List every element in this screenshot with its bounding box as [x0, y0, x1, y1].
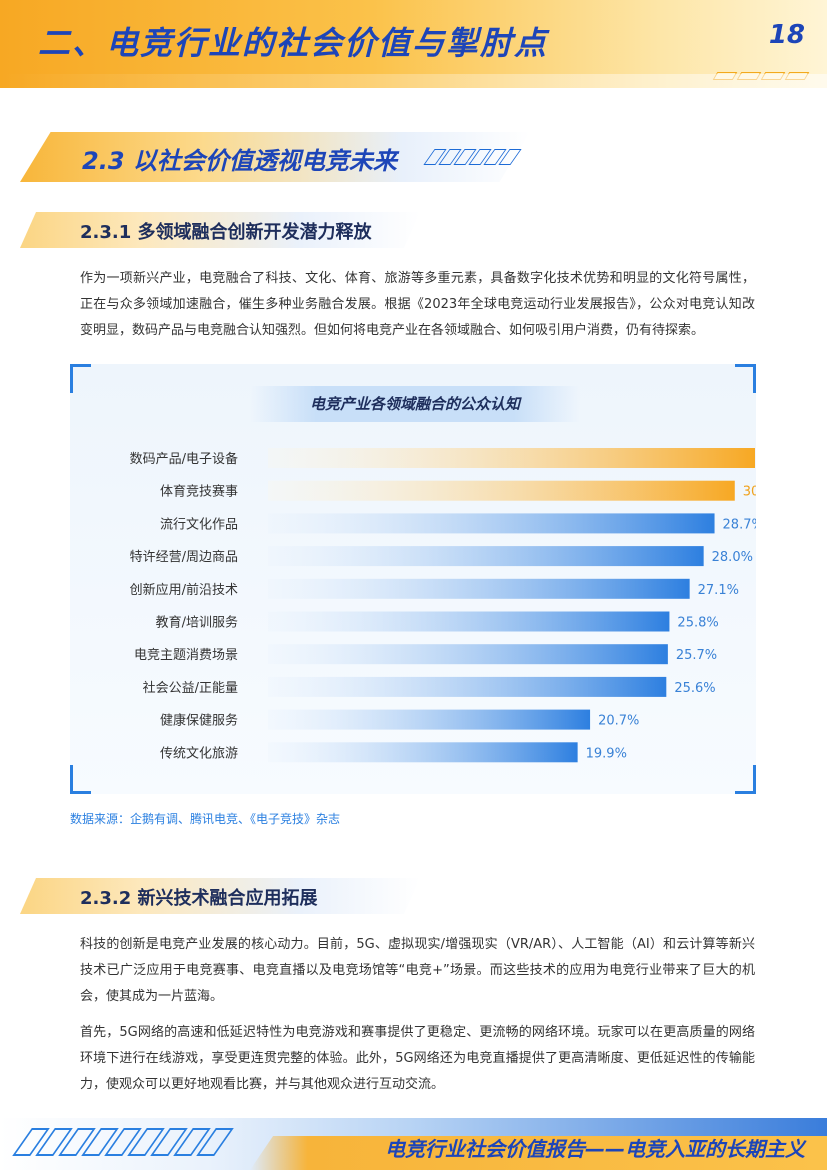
- chart-panel: 电竞产业各领域融合的公众认知 数码产品/电子设备31.3%体育竞技赛事30.0%…: [70, 364, 756, 794]
- value-label: 25.6%: [674, 681, 715, 696]
- value-label: 25.8%: [677, 616, 718, 631]
- body-paragraph: 首先，5G网络的高速和低延迟特性为电竞游戏和赛事提供了更稳定、更流畅的网络环境。…: [80, 1025, 755, 1092]
- category-label: 创新应用/前沿技术: [130, 582, 238, 598]
- category-label: 数码产品/电子设备: [130, 451, 238, 467]
- category-label: 社会公益/正能量: [143, 680, 238, 696]
- subsection-title: 2.3.2 新兴技术融合应用拓展: [80, 888, 318, 909]
- value-label: 28.7%: [723, 517, 756, 532]
- chart-title-band: 电竞产业各领域融合的公众认知: [250, 386, 580, 422]
- body-paragraph: 科技的创新是电竞产业发展的核心动力。目前，5G、虚拟现实/增强现实（VR/AR）…: [80, 937, 755, 1004]
- decorative-stripes: [712, 72, 810, 80]
- bar: [268, 448, 755, 468]
- chapter-title: 二、电竞行业的社会价值与掣肘点: [38, 24, 549, 62]
- bar: [268, 513, 715, 534]
- value-label: 28.0%: [712, 550, 753, 565]
- report-title: 电竞行业社会价值报告——电竞入亚的长期主义: [385, 1137, 805, 1161]
- bar: [268, 709, 591, 730]
- value-label: 30.0%: [743, 485, 756, 500]
- value-label: 25.7%: [676, 648, 717, 663]
- decorative-stripes: [423, 149, 522, 165]
- value-label: 19.9%: [586, 746, 627, 761]
- category-label: 传统文化旅游: [160, 746, 238, 761]
- category-label: 电竞主题消费场景: [134, 647, 238, 663]
- footer-band: [250, 1136, 827, 1170]
- value-label: 20.7%: [598, 714, 639, 729]
- bar: [268, 644, 668, 665]
- category-label: 特许经营/周边商品: [130, 550, 238, 565]
- bar-chart: 数码产品/电子设备31.3%体育竞技赛事30.0%流行文化作品28.7%特许经营…: [130, 448, 756, 763]
- subsection-heading: 2.3.2 新兴技术融合应用拓展: [20, 878, 420, 914]
- bar: [268, 611, 670, 632]
- category-label: 体育竞技赛事: [160, 484, 238, 500]
- page-header: 二、电竞行业的社会价值与掣肘点 18: [0, 0, 827, 88]
- section-title: 2.3 以社会价值透视电竞未来: [82, 147, 397, 175]
- section-banner: 2.3 以社会价值透视电竞未来: [20, 132, 530, 182]
- frame-corner: [70, 364, 91, 393]
- bar: [268, 578, 690, 599]
- value-label: 27.1%: [698, 583, 739, 598]
- body-paragraph: 作为一项新兴产业，电竞融合了科技、文化、体育、旅游等多重元素，具备数字化技术优势…: [80, 271, 755, 338]
- bar: [268, 742, 578, 763]
- bar: [268, 676, 667, 697]
- subsection-title: 2.3.1 多领域融合创新开发潜力释放: [80, 222, 372, 243]
- frame-corner: [735, 364, 756, 393]
- decorative-stripes: [12, 1128, 234, 1156]
- frame-corner: [735, 765, 756, 794]
- chart-title: 电竞产业各领域融合的公众认知: [309, 395, 520, 413]
- frame-corner: [70, 765, 91, 794]
- subsection-heading: 2.3.1 多领域融合创新开发潜力释放: [20, 212, 420, 248]
- page-number: 18: [768, 20, 805, 50]
- category-label: 流行文化作品: [160, 517, 238, 532]
- category-label: 教育/培训服务: [156, 615, 238, 631]
- bar: [268, 546, 704, 567]
- category-label: 健康保健服务: [160, 713, 238, 729]
- data-source: 数据来源：企鹅有调、腾讯电竞、《电子竞技》杂志: [70, 812, 341, 826]
- bar: [268, 480, 735, 501]
